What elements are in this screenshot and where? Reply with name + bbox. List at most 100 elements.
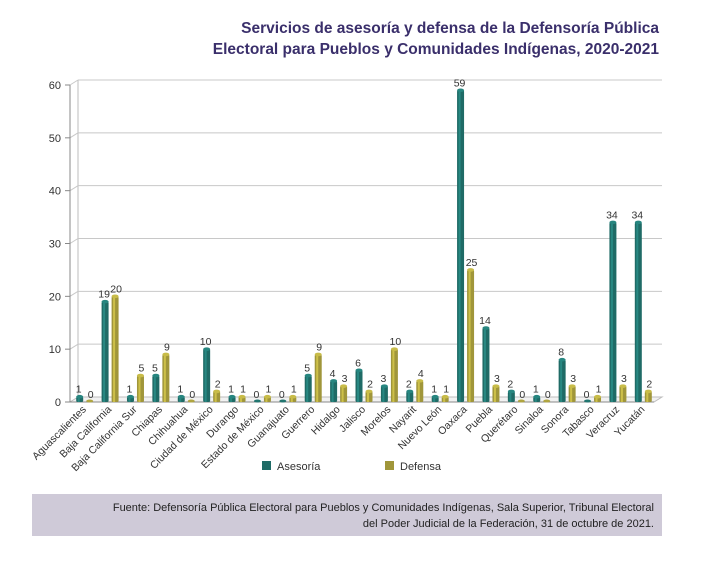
bar-highlight bbox=[265, 396, 268, 402]
bar-asesoria bbox=[279, 399, 287, 403]
bar-cap bbox=[568, 384, 576, 388]
bar-defensa bbox=[568, 384, 576, 402]
data-label: 20 bbox=[110, 283, 122, 295]
bar-cap bbox=[543, 399, 551, 403]
gridline-depth bbox=[69, 185, 79, 192]
bar-highlight bbox=[367, 391, 369, 402]
bar-cap bbox=[492, 384, 500, 388]
bar-cap bbox=[263, 394, 271, 399]
bar-asesoria bbox=[76, 394, 84, 402]
bar-defensa bbox=[619, 384, 627, 402]
data-label: 9 bbox=[164, 341, 170, 353]
bar-defensa bbox=[644, 389, 652, 402]
bar-cap bbox=[457, 88, 465, 93]
y-tick-label: 20 bbox=[49, 291, 61, 303]
bar-cap bbox=[609, 220, 617, 225]
bar-cap bbox=[533, 394, 541, 399]
bar-defensa bbox=[289, 394, 297, 402]
bar-highlight bbox=[240, 396, 243, 402]
data-label: 2 bbox=[367, 378, 373, 390]
data-label: 0 bbox=[519, 389, 525, 401]
bar-asesoria bbox=[507, 389, 515, 402]
legend-swatch bbox=[385, 461, 394, 470]
bar-cap bbox=[126, 394, 134, 399]
y-tick-label: 0 bbox=[55, 397, 61, 409]
y-tick-label: 40 bbox=[49, 186, 61, 198]
bar-highlight bbox=[534, 396, 537, 402]
gridline-depth bbox=[69, 79, 79, 86]
bar-cap bbox=[314, 352, 322, 357]
bar-highlight bbox=[493, 386, 496, 402]
bar-highlight bbox=[570, 386, 573, 402]
bar-highlight bbox=[620, 386, 623, 402]
bar-highlight bbox=[392, 349, 395, 402]
data-label: 1 bbox=[228, 384, 234, 396]
bar-highlight bbox=[560, 359, 563, 402]
bar-defensa bbox=[340, 384, 348, 402]
data-label: 59 bbox=[454, 77, 466, 89]
bar-highlight bbox=[128, 396, 131, 402]
source-note: Fuente: Defensoría Pública Electoral par… bbox=[54, 500, 654, 532]
bar-cap bbox=[441, 394, 449, 399]
legend-swatch bbox=[262, 461, 271, 470]
bar-cap bbox=[86, 399, 94, 403]
bar-highlight bbox=[468, 269, 471, 402]
bar-cap bbox=[584, 399, 592, 403]
data-label: 4 bbox=[418, 368, 424, 380]
bar-asesoria bbox=[584, 399, 592, 403]
chart-title-line-2: Electoral para Pueblos y Comunidades Ind… bbox=[212, 41, 659, 58]
bar-highlight bbox=[407, 391, 410, 402]
data-label: 5 bbox=[304, 363, 310, 375]
bar-cap bbox=[340, 384, 348, 388]
bar-cap bbox=[380, 384, 388, 388]
data-label: 25 bbox=[466, 257, 478, 269]
bar-asesoria bbox=[634, 220, 642, 402]
y-tick-label: 60 bbox=[49, 80, 61, 92]
bar-highlight bbox=[113, 296, 116, 402]
source-line-2: del Poder Judicial de la Federación, 31 … bbox=[362, 518, 654, 530]
bar-asesoria bbox=[253, 399, 261, 403]
bar-cap bbox=[213, 389, 221, 394]
bar-layer bbox=[76, 88, 652, 403]
bar-cap bbox=[330, 379, 338, 383]
bar-cap bbox=[203, 347, 211, 351]
bar-asesoria bbox=[482, 326, 490, 402]
bar-asesoria bbox=[177, 394, 185, 402]
bar-highlight bbox=[163, 354, 166, 402]
bar-highlight bbox=[138, 375, 141, 402]
x-tick-label: Sinaloa bbox=[513, 404, 546, 437]
bar-cap bbox=[228, 394, 236, 399]
bar-cap bbox=[644, 389, 652, 394]
legend-item-defensa: Defensa bbox=[385, 461, 442, 473]
bar-cap bbox=[177, 394, 185, 399]
bar-cap bbox=[304, 373, 312, 378]
bar-cap bbox=[619, 384, 627, 388]
bar-cap bbox=[634, 220, 642, 225]
bar-defensa bbox=[543, 399, 551, 403]
bar-cap bbox=[162, 352, 170, 357]
data-label: 5 bbox=[139, 363, 145, 375]
data-label: 1 bbox=[127, 384, 133, 396]
data-label: 1 bbox=[596, 384, 602, 396]
bar-defensa bbox=[187, 399, 195, 403]
data-label: 14 bbox=[479, 315, 491, 327]
chart-title-line-1: Servicios de asesoría y defensa de la De… bbox=[241, 20, 659, 37]
data-label: 2 bbox=[646, 378, 652, 390]
data-label: 1 bbox=[76, 384, 82, 396]
source-box: Fuente: Defensoría Pública Electoral par… bbox=[32, 494, 662, 536]
bar-cap bbox=[253, 399, 261, 403]
bar-asesoria bbox=[533, 394, 541, 402]
data-label: 3 bbox=[494, 373, 500, 385]
bar-cap bbox=[136, 373, 144, 378]
bar-asesoria bbox=[457, 88, 465, 403]
source-line-1: Fuente: Defensoría Pública Electoral par… bbox=[112, 502, 654, 514]
y-tick-label: 10 bbox=[49, 344, 61, 356]
data-label: 0 bbox=[254, 389, 260, 401]
bar-highlight bbox=[290, 396, 293, 402]
bar-asesoria bbox=[355, 368, 363, 402]
bar-highlight bbox=[595, 396, 598, 402]
bar-asesoria bbox=[203, 347, 211, 402]
legend: Asesoría Defensa bbox=[262, 461, 442, 473]
bar-defensa bbox=[390, 347, 398, 402]
